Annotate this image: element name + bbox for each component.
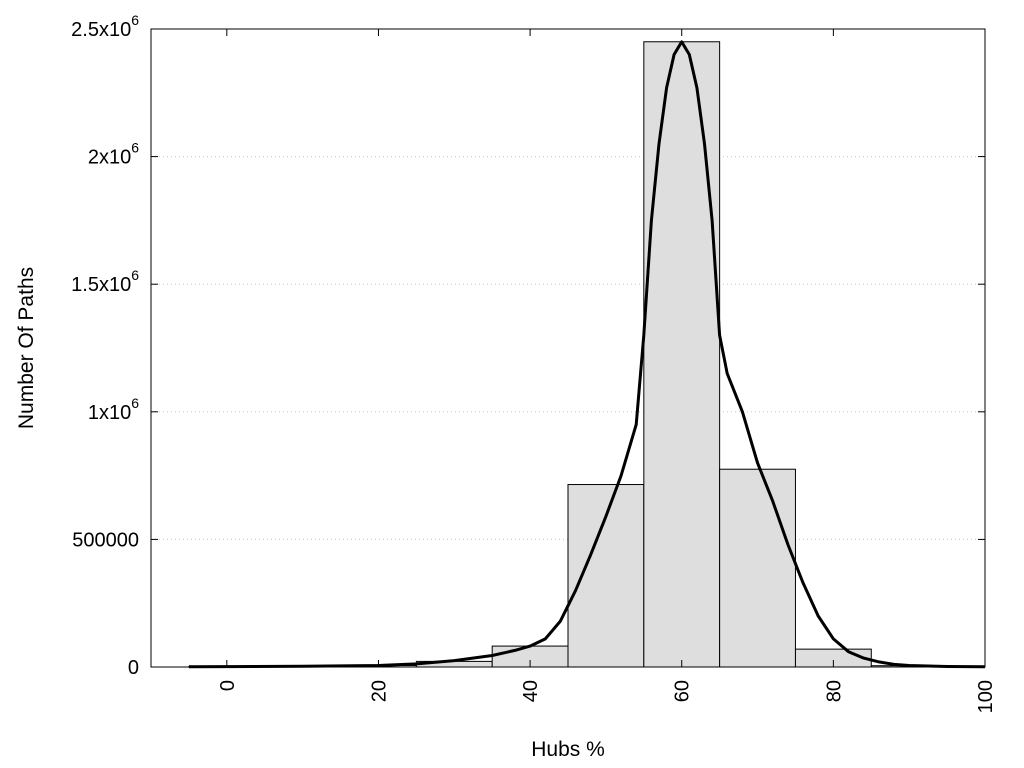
fit-curve	[188, 40, 986, 669]
y-tick-label-2: 1x106	[88, 395, 139, 424]
tick-marks	[151, 28, 986, 668]
y-axis-title: Number Of Paths	[15, 267, 38, 429]
y-tick-label-5: 2.5x106	[71, 12, 139, 41]
y-tick-label-4: 2x106	[88, 140, 139, 169]
x-tick-label-2: 40	[520, 680, 542, 702]
y-tick-labels: 0 500000 1x106 1.5x106 2x106 2.5x106	[71, 12, 139, 679]
y-tick-label-3: 1.5x106	[71, 267, 139, 296]
x-tick-label-4: 80	[823, 680, 845, 702]
x-tick-labels: 0 20 40 60 80 100	[217, 680, 997, 713]
grid-lines	[151, 156, 985, 540]
x-tick-label-1: 20	[368, 680, 390, 702]
x-tick-label-5: 100	[975, 680, 997, 713]
y-tick-label-0: 0	[128, 657, 139, 679]
x-tick-label-0: 0	[217, 680, 239, 691]
x-axis-title: Hubs %	[531, 738, 605, 761]
plot-frame	[150, 28, 986, 668]
y-tick-label-1: 500000	[72, 529, 139, 551]
bar-60	[643, 41, 721, 668]
bar-70	[719, 468, 796, 668]
bar-50	[567, 484, 645, 668]
bars	[188, 41, 948, 668]
x-tick-label-3: 60	[672, 680, 694, 702]
